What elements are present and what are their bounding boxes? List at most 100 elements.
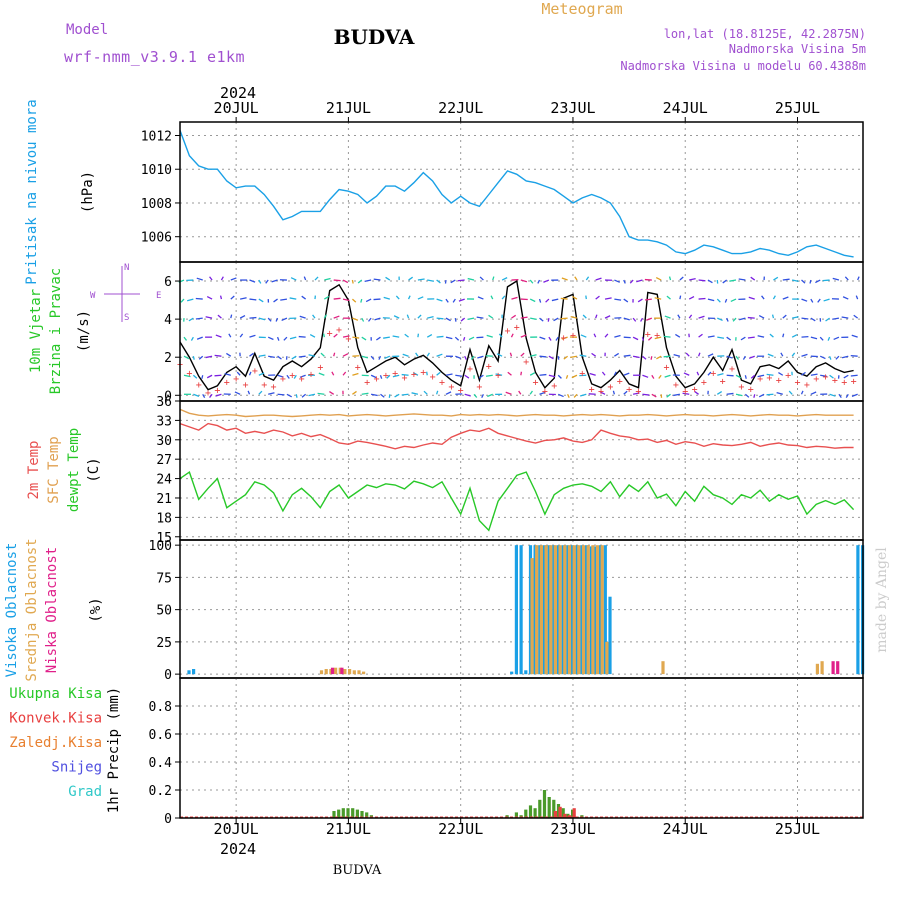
wind-arrow (801, 279, 806, 284)
wind-arrow (289, 336, 297, 340)
wind-arrow (267, 317, 272, 322)
wind-arrow (454, 318, 457, 322)
clouds-ytick-label: 50 (156, 604, 172, 619)
wind-arrow (801, 353, 808, 357)
wind-arrow (308, 393, 316, 397)
wind-arrow (384, 355, 391, 360)
wind-arrow (408, 276, 414, 281)
wind-arrow (697, 352, 701, 357)
temperature-series-line (179, 470, 855, 532)
temperature-ytick-label: 30 (156, 434, 172, 449)
wind-arrow (539, 317, 544, 322)
wind-arrow (290, 277, 297, 281)
wind-arrow (361, 336, 367, 341)
wind-arrow (192, 374, 198, 379)
wind-arrow (209, 393, 213, 398)
wind-arrow (361, 317, 365, 322)
wind-marker: + (205, 388, 211, 399)
wind-arrow (574, 276, 578, 281)
wind-arrow (782, 278, 790, 281)
wind-arrow (436, 298, 443, 302)
wind-marker: + (261, 380, 267, 391)
date-label: 20JUL (214, 820, 259, 838)
year-top: 2024 (220, 84, 256, 102)
wind-arrow (183, 336, 188, 341)
wind-arrow (248, 371, 252, 376)
wind-arrow (722, 279, 728, 284)
wind-marker: + (551, 381, 557, 392)
clouds-bar (586, 545, 590, 675)
wind-marker: + (280, 374, 286, 385)
precip-legend-item: Snijeg (51, 760, 102, 776)
wind-arrow (379, 375, 383, 379)
precip-legend-item: Konvek.Kisa (9, 711, 102, 727)
wind-arrow (739, 317, 746, 321)
wind-marker: + (598, 387, 604, 398)
wind-arrow (273, 298, 278, 303)
wind-arrow (490, 295, 494, 300)
wind-arrow (193, 393, 200, 398)
wind-arrow (454, 336, 460, 341)
wind-arrow (748, 355, 755, 359)
precip-bar (514, 812, 518, 818)
wind-arrow (738, 278, 746, 281)
wind-arrow (445, 298, 449, 303)
wind-arrow (773, 276, 779, 281)
wind-arrow (560, 317, 568, 320)
wind-arrow (548, 336, 552, 341)
wind-arrow (501, 277, 508, 281)
wind-arrow (548, 355, 554, 360)
wind-arrow (604, 315, 611, 319)
wind-arrow (726, 374, 734, 377)
wind-marker: + (682, 387, 688, 398)
wind-arrow (801, 317, 809, 320)
wind-arrow (318, 372, 325, 376)
wind-arrow (426, 333, 433, 338)
wind-arrow (642, 374, 649, 378)
footer-station: BUDVA (333, 863, 382, 878)
wind-arrow (614, 352, 620, 357)
wind-marker: + (430, 372, 436, 383)
compass-label: E (156, 291, 161, 301)
wind-arrow (509, 352, 513, 357)
wind-arrow (825, 317, 830, 322)
wind-arrow (215, 393, 222, 397)
clouds-bar (595, 545, 600, 675)
wind-arrow (201, 375, 204, 379)
wind-arrow (481, 393, 484, 398)
wind-arrow (782, 333, 785, 338)
wind-arrow (744, 375, 747, 379)
wind-arrow (462, 336, 466, 341)
wind-arrow (226, 352, 232, 357)
wind-arrow (417, 314, 422, 319)
precip-bar (341, 808, 345, 818)
clouds-bar (567, 545, 572, 675)
wind-arrow (561, 277, 568, 281)
wind-arrow (688, 295, 695, 300)
wind-arrow (329, 390, 335, 395)
wind-arrow (845, 393, 849, 398)
clouds-ytick-label: 25 (156, 636, 172, 651)
wind-arrow (293, 374, 297, 379)
wind-arrow (445, 373, 453, 376)
wind-arrow (367, 317, 372, 322)
clouds-bar (558, 545, 562, 675)
pressure-ylabel: Pritisak na nivou mora (24, 99, 40, 284)
wind-arrow (707, 279, 713, 284)
wind-ytick-label: 4 (164, 313, 172, 328)
wind-arrow (776, 392, 783, 395)
wind-marker: + (214, 386, 220, 397)
wind-arrow (642, 355, 647, 360)
wind-marker: + (411, 370, 417, 381)
wind-arrow (543, 279, 550, 283)
precip-bar (524, 809, 528, 818)
wind-arrow (187, 298, 194, 302)
wind-arrow (495, 373, 503, 376)
wind-arrow (458, 298, 465, 302)
wind-arrow (735, 393, 743, 397)
wind-arrow (507, 371, 512, 376)
temperature-ytick-label: 36 (156, 395, 172, 410)
wind-arrow (510, 333, 514, 338)
wind-arrow (196, 277, 203, 281)
